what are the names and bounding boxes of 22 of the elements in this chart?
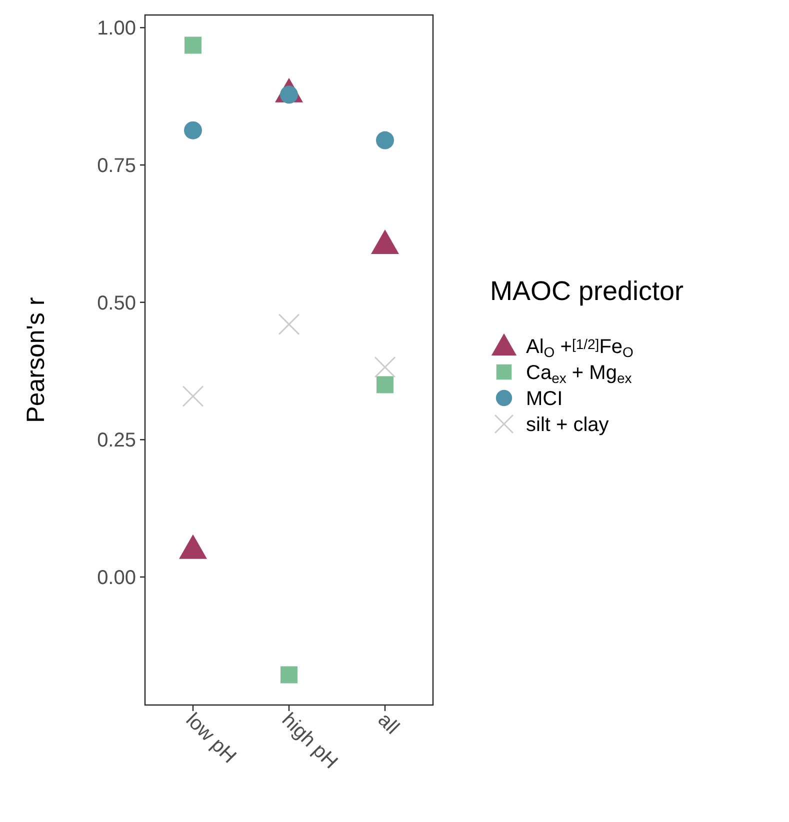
legend-label: silt + clay [526,414,609,436]
point [376,376,394,394]
y-tick-label: 1.00 [97,18,136,40]
point [278,314,300,336]
y-tick-label: 0.25 [97,430,136,452]
y-axis-title: Pearson's r [22,297,50,423]
x-tick-label: low pH [181,708,240,768]
point [374,356,396,378]
legend-label: MCI [526,388,563,410]
point [184,121,202,140]
y-tick-label: 0.75 [97,154,136,177]
y-tick-label: 0.50 [97,292,136,314]
legend-label: Ca$_{ex}$ + Mg$_{ex}$ [526,362,632,386]
point [280,666,298,684]
point [184,36,202,54]
legend-label: Al$_{O}$ +$^{[1/2]}$Fe$_{O}$ [526,336,634,360]
legend-title: MAOC predictor [490,276,684,306]
y-tick-label: 0.00 [97,567,136,589]
x-tick-label: all [373,708,404,739]
point [376,131,394,150]
point [371,230,399,254]
point [182,386,204,408]
